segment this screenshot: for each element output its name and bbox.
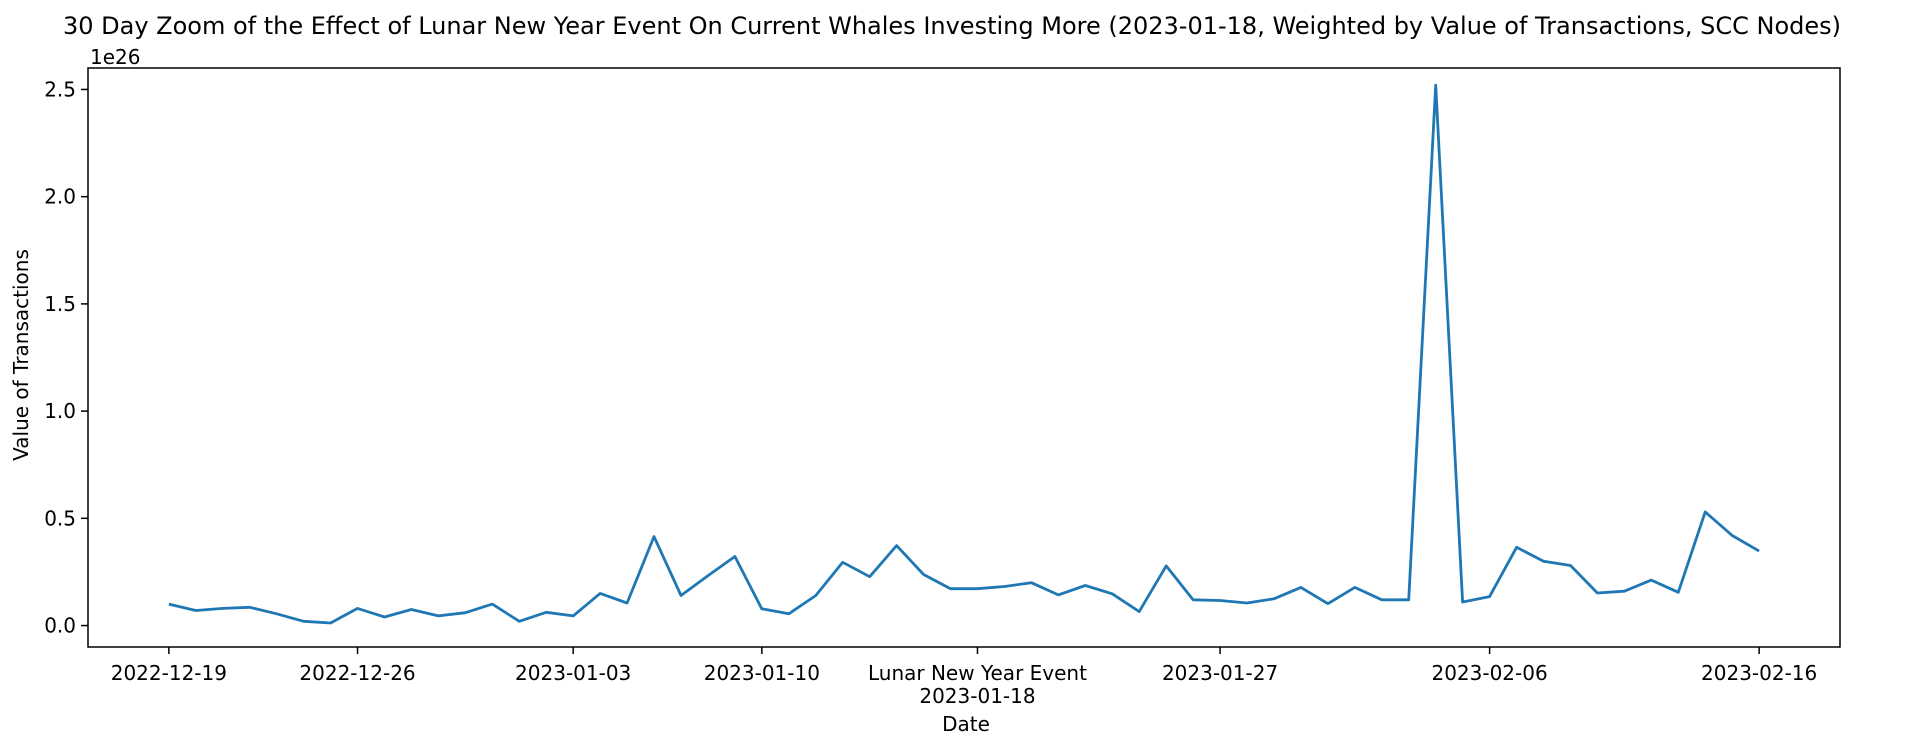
series-line [168,83,1760,625]
y-tick-label: 0.5 [44,506,76,530]
x-tick-label: 2023-01-03 [515,661,631,685]
x-tick-label: 2022-12-19 [111,661,227,685]
event-tick-label: Lunar New Year Event [868,661,1087,685]
y-tick-label: 1.0 [44,399,76,423]
x-tick-label: 2023-01-10 [704,661,820,685]
y-axis-ticks: 0.0 0.5 1.0 1.5 2.0 2.5 [44,77,88,638]
x-tick-label: 2022-12-26 [299,661,415,685]
y-multiplier-label: 1e26 [90,45,140,69]
plot-frame [87,67,1841,648]
y-axis-label: Value of Transactions [9,249,33,461]
x-axis-ticks: 2022-12-19 2022-12-26 2023-01-03 2023-01-10… [111,647,1817,708]
x-axis-label: Date [942,712,990,736]
y-tick-label: 2.5 [44,77,76,101]
x-tick-label: 2023-01-27 [1162,661,1278,685]
y-tick-label: 1.5 [44,292,76,316]
chart-title: 30 Day Zoom of the Effect of Lunar New Y… [63,12,1841,40]
y-tick-label: 0.0 [44,614,76,638]
y-tick-label: 2.0 [44,185,76,209]
x-tick-label: 2023-01-18 [919,684,1035,708]
x-tick-label: 2023-02-16 [1701,661,1817,685]
x-tick-label: 2023-02-06 [1431,661,1547,685]
